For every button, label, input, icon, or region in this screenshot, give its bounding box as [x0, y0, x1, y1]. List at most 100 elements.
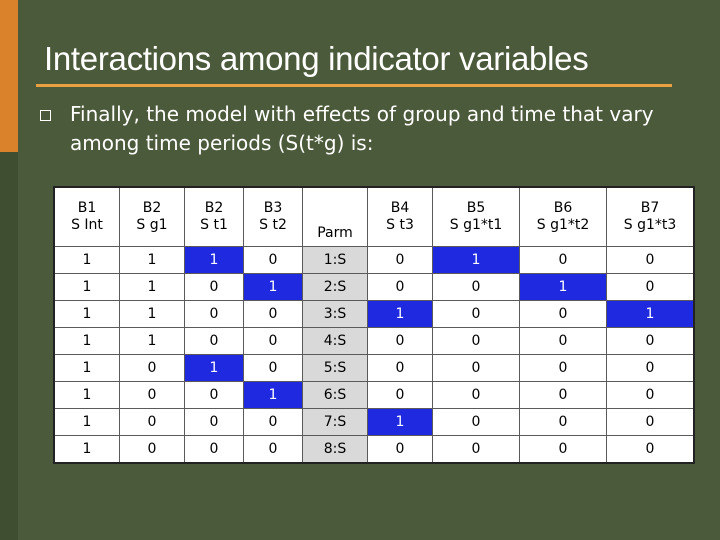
table-cell: 0	[519, 300, 607, 328]
table-cell: 1	[367, 408, 433, 436]
table-cell: 1	[243, 381, 303, 409]
side-accent-orange	[0, 0, 18, 152]
table-header-row: B1 S Int B2 S g1 B2 S t1 B3 S t2 Parm B4 S t3 B5 S g…	[53, 186, 695, 247]
table-cell: 1	[243, 273, 303, 301]
table-cell: 0	[184, 273, 244, 301]
table-cell: 0	[184, 300, 244, 328]
table-cell: 0	[184, 381, 244, 409]
column-header: B3 S t2	[243, 186, 303, 247]
column-header-label: S t1	[200, 217, 228, 233]
table-cell: 0	[119, 408, 185, 436]
table-cell: 0	[519, 381, 607, 409]
table-cell: 1	[184, 354, 244, 382]
table-row: 1 1 0 0 4:S 0 0 0 0	[53, 327, 695, 355]
column-header: B1 S Int	[53, 186, 120, 247]
table-cell: 0	[243, 435, 303, 464]
column-header: B2 S g1	[119, 186, 185, 247]
column-header-label: S Int	[71, 217, 103, 233]
column-header: B2 S t1	[184, 186, 244, 247]
indicator-table: B1 S Int B2 S g1 B2 S t1 B3 S t2 Parm B4 S t3 B5 S g…	[53, 186, 695, 464]
table-cell: 1	[119, 273, 185, 301]
table-cell: 0	[367, 354, 433, 382]
table-cell: 0	[432, 327, 520, 355]
table-cell: 0	[606, 273, 695, 301]
table-cell: 0	[432, 408, 520, 436]
table-cell: 3:S	[302, 300, 368, 328]
table-cell: 1	[53, 327, 120, 355]
table-cell: 0	[367, 273, 433, 301]
table-cell: 1:S	[302, 246, 368, 274]
table-cell: 0	[432, 273, 520, 301]
table-cell: 0	[519, 354, 607, 382]
column-header-code: B2	[204, 200, 224, 216]
table-cell: 0	[606, 354, 695, 382]
title-underline	[36, 84, 672, 87]
column-header-label: S g1*t1	[449, 217, 503, 233]
table-cell: 4:S	[302, 327, 368, 355]
table-cell: 0	[606, 246, 695, 274]
table-cell: 0	[519, 246, 607, 274]
table-body: 1 1 1 0 1:S 0 1 0 0 1 1 0 1 2:S 0 0 1 0 1 1 0 0 3:S 1 0 0 1 1 1 0 0 4:S…	[53, 246, 695, 464]
table-cell: 0	[606, 327, 695, 355]
table-cell: 0	[367, 435, 433, 464]
table-row: 1 1 0 1 2:S 0 0 1 0	[53, 273, 695, 301]
table-cell: 0	[367, 381, 433, 409]
table-cell: 1	[432, 246, 520, 274]
column-header-code: B5	[466, 200, 486, 216]
table-cell: 1	[53, 408, 120, 436]
table-cell: 0	[432, 435, 520, 464]
table-cell: 0	[243, 408, 303, 436]
column-header-label: S g1*t3	[623, 217, 677, 233]
table-row: 1 1 0 0 3:S 1 0 0 1	[53, 300, 695, 328]
table-row: 1 0 0 1 6:S 0 0 0 0	[53, 381, 695, 409]
column-header: B5 S g1*t1	[432, 186, 520, 247]
column-header: B7 S g1*t3	[606, 186, 695, 247]
column-header-code: B7	[640, 200, 660, 216]
table-cell: 0	[184, 408, 244, 436]
table-cell: 1	[53, 354, 120, 382]
table-cell: 5:S	[302, 354, 368, 382]
slide-title: Interactions among indicator variables	[44, 40, 589, 77]
table-cell: 1	[53, 273, 120, 301]
table-cell: 1	[53, 246, 120, 274]
column-header-code: B6	[553, 200, 573, 216]
table-cell: 8:S	[302, 435, 368, 464]
table-cell: 1	[53, 435, 120, 464]
table-cell: 0	[119, 435, 185, 464]
table-cell: 0	[519, 435, 607, 464]
table-cell: 0	[432, 300, 520, 328]
column-header: B4 S t3	[367, 186, 433, 247]
table-cell: 0	[606, 381, 695, 409]
table-cell: 0	[119, 381, 185, 409]
table-cell: 0	[606, 435, 695, 464]
table-cell: 0	[606, 408, 695, 436]
table-cell: 0	[243, 354, 303, 382]
table-cell: 1	[367, 300, 433, 328]
square-bullet-icon	[40, 110, 51, 121]
table-cell: 7:S	[302, 408, 368, 436]
table-cell: 0	[519, 408, 607, 436]
table-row: 1 0 0 0 7:S 1 0 0 0	[53, 408, 695, 436]
table-cell: 0	[519, 327, 607, 355]
table-cell: 0	[367, 327, 433, 355]
table-cell: 0	[432, 381, 520, 409]
table-cell: 1	[119, 327, 185, 355]
column-header: Parm	[302, 186, 368, 247]
table-cell: 1	[53, 300, 120, 328]
column-header-label: S t3	[386, 217, 414, 233]
table-cell: 1	[53, 381, 120, 409]
table-row: 1 0 0 0 8:S 0 0 0 0	[53, 435, 695, 464]
table-cell: 1	[119, 246, 185, 274]
column-header: B6 S g1*t2	[519, 186, 607, 247]
table-cell: 0	[367, 246, 433, 274]
column-header-code: B1	[77, 200, 97, 216]
table-cell: 6:S	[302, 381, 368, 409]
column-header-code: B4	[390, 200, 410, 216]
table-cell: 0	[243, 327, 303, 355]
column-header-label: S g1*t2	[536, 217, 590, 233]
table-cell: 0	[243, 246, 303, 274]
table-cell: 1	[184, 246, 244, 274]
column-header-label: S g1	[136, 217, 168, 233]
table-cell: 0	[184, 327, 244, 355]
table-cell: 0	[119, 354, 185, 382]
